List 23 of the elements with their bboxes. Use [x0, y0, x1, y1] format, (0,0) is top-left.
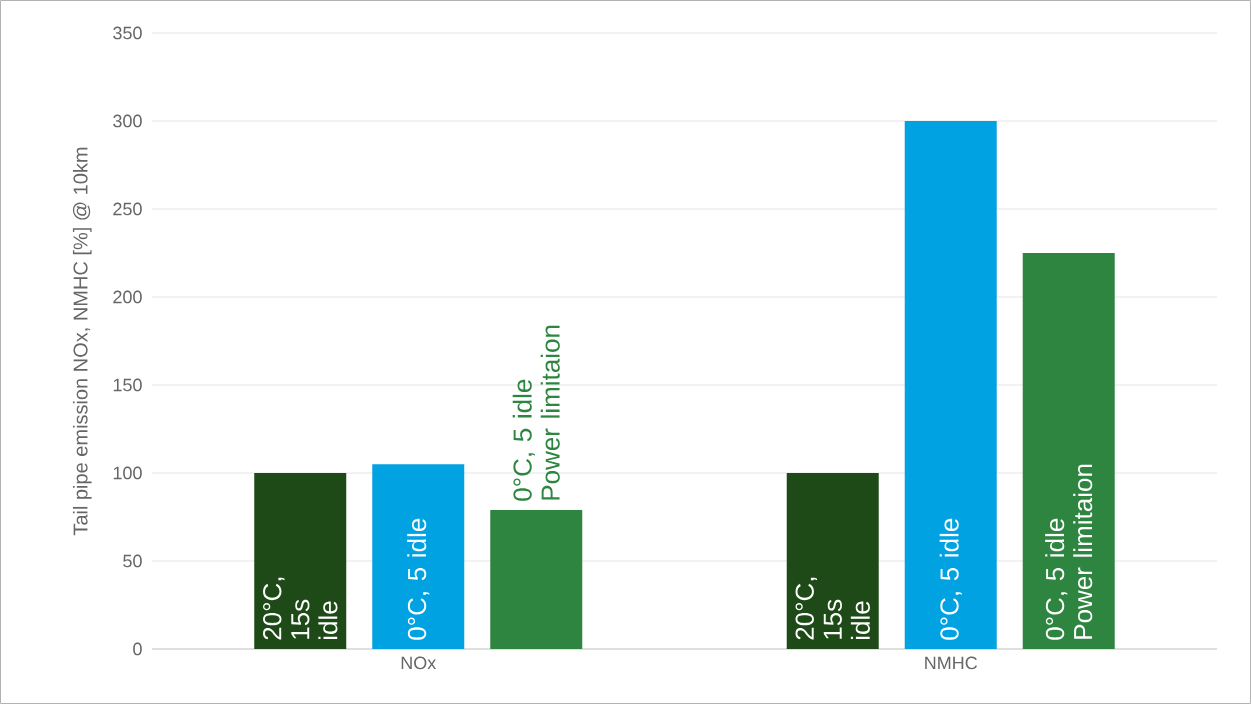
y-axis-title: Tail pipe emission NOx, NMHC [%] @ 10km [72, 147, 92, 536]
x-tick-label: NMHC [925, 656, 978, 670]
y-tick-label: 50 [123, 554, 142, 568]
bar [490, 509, 583, 649]
y-tick-label: 350 [113, 26, 142, 40]
bar [372, 464, 465, 649]
y-tick-label: 200 [113, 290, 142, 304]
bar [904, 120, 997, 649]
y-tick-label: 300 [113, 114, 142, 128]
bar [254, 472, 347, 649]
series-label: 20°C, 15s idle [795, 577, 870, 640]
y-tick-label: 150 [113, 378, 142, 392]
series-label: 0°C, 5 idle [407, 518, 430, 640]
y-tick-label: 0 [133, 642, 142, 656]
bar [1022, 252, 1115, 649]
series-label: 0°C, 5 idle Power limitaion [1045, 464, 1093, 640]
text: 0°C, 5 idle Power limitaion [512, 325, 560, 501]
bar [786, 472, 879, 649]
x-tick-label: NOx [401, 656, 437, 670]
y-tick-label: 250 [113, 202, 142, 216]
text: 0°C, 5 idle [939, 518, 962, 640]
text: 20°C, 15s idle [263, 577, 338, 640]
y-tick-label: 100 [113, 466, 142, 480]
